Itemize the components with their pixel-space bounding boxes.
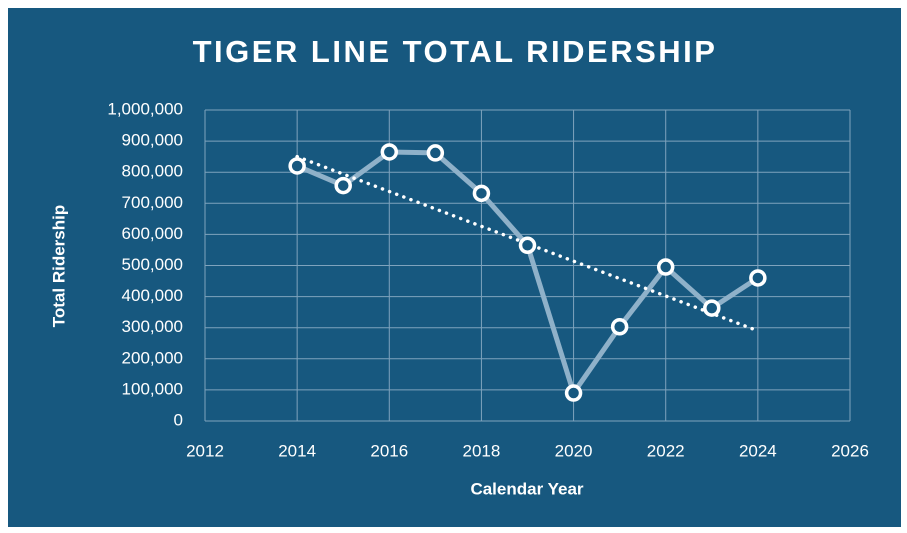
data-point bbox=[703, 299, 721, 317]
data-point bbox=[472, 184, 491, 203]
y-tick-label: 500,000 bbox=[122, 255, 183, 274]
x-tick-label: 2016 bbox=[370, 441, 408, 460]
y-tick-label: 200,000 bbox=[122, 348, 183, 367]
y-tick-label: 800,000 bbox=[122, 162, 183, 181]
data-point bbox=[518, 236, 537, 255]
x-tick-label: 2024 bbox=[739, 441, 777, 460]
data-point bbox=[334, 176, 352, 195]
x-tick-label: 2020 bbox=[555, 441, 593, 460]
x-tick-label: 2026 bbox=[831, 441, 869, 460]
chart-title: TIGER LINE TOTAL RIDERSHIP bbox=[193, 34, 718, 69]
x-tick-label: 2012 bbox=[186, 441, 224, 460]
y-tick-label: 400,000 bbox=[122, 286, 183, 305]
data-point bbox=[656, 258, 675, 276]
x-tick-label: 2018 bbox=[463, 441, 501, 460]
data-point bbox=[426, 144, 445, 162]
data-point bbox=[610, 318, 629, 336]
x-tick-label: 2022 bbox=[647, 441, 685, 460]
y-tick-label: 0 bbox=[174, 410, 183, 429]
data-point bbox=[564, 384, 583, 402]
y-tick-label: 100,000 bbox=[122, 379, 183, 398]
y-tick-label: 300,000 bbox=[122, 317, 183, 336]
data-point bbox=[288, 157, 306, 175]
data-point bbox=[380, 143, 399, 161]
x-axis-label: Calendar Year bbox=[470, 479, 583, 498]
trendline bbox=[295, 154, 760, 333]
y-tick-label: 900,000 bbox=[122, 131, 183, 150]
y-tick-label: 700,000 bbox=[122, 193, 183, 212]
data-point bbox=[749, 269, 767, 287]
y-tick-label: 600,000 bbox=[122, 224, 183, 243]
y-tick-label: 1,000,000 bbox=[107, 99, 183, 118]
y-axis-label: Total Ridership bbox=[49, 205, 68, 327]
x-tick-label: 2014 bbox=[278, 441, 316, 460]
chart-background bbox=[8, 8, 901, 527]
